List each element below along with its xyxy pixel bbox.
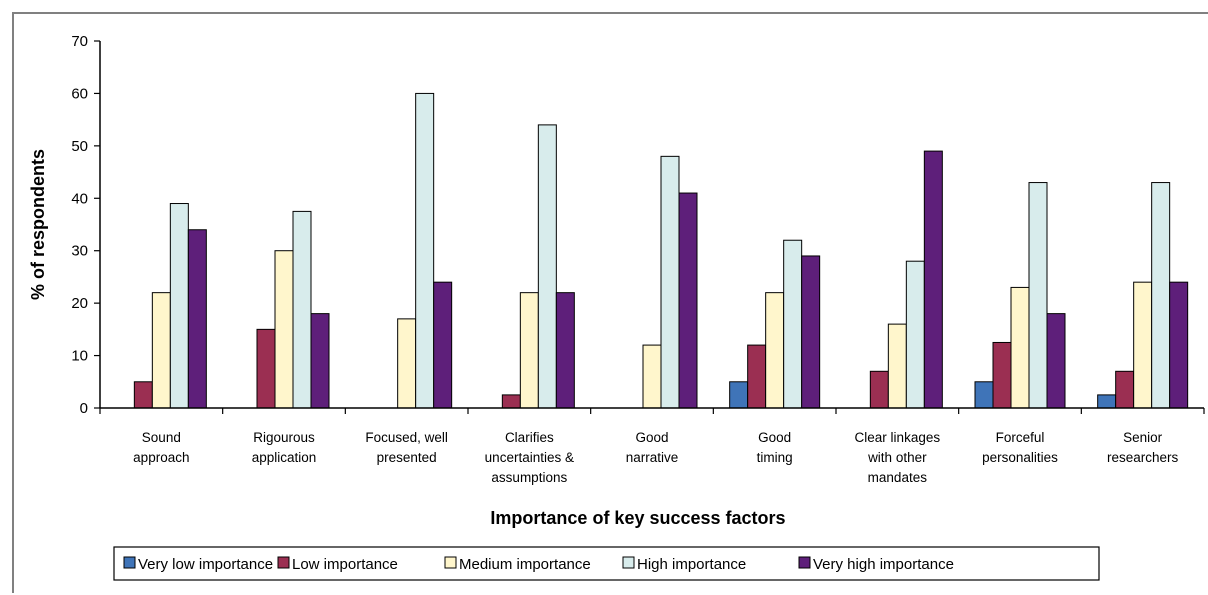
bar-high-importance: [169, 203, 189, 409]
bar-very-high-importance: [923, 150, 943, 409]
x-tick-label: Sound approach: [133, 430, 189, 465]
y-tick-label: 50: [71, 138, 88, 155]
bar-very-high-importance: [433, 281, 453, 409]
legend-swatch: [444, 556, 457, 569]
bar-medium-importance: [1010, 286, 1030, 409]
bar-low-importance: [501, 394, 521, 409]
legend-swatch: [798, 556, 811, 569]
bar-low-importance: [992, 341, 1012, 409]
y-tick-label: 20: [71, 295, 88, 312]
bar-medium-importance: [887, 323, 907, 409]
x-axis-title: Importance of key success factors: [490, 508, 785, 528]
bar-chart: 0 10 20 30 40 50 60 70 Sound approach Rigourous app…: [28, 33, 1205, 581]
y-tick-label: 30: [71, 243, 88, 260]
bar-very-high-importance: [555, 292, 575, 409]
bar-low-importance: [1115, 370, 1135, 409]
legend-label: Very high importance: [813, 556, 954, 573]
bar-very-high-importance: [187, 229, 207, 409]
y-tick-label: 40: [71, 190, 88, 207]
x-tick-label: Good narrative: [626, 430, 679, 465]
bar-high-importance: [1028, 182, 1048, 409]
bar-very-high-importance: [310, 313, 330, 409]
bar-medium-importance: [274, 250, 294, 409]
y-tick-label: 60: [71, 85, 88, 102]
x-tick-label: Senior researchers: [1107, 430, 1179, 465]
bar-medium-importance: [765, 292, 785, 409]
bar-medium-importance: [1133, 281, 1153, 409]
bar-low-importance: [747, 344, 767, 409]
x-tick-label: Rigourous application: [252, 430, 317, 465]
bar-high-importance: [537, 124, 557, 409]
bar-very-high-importance: [678, 192, 698, 409]
legend-label: Very low importance: [138, 556, 273, 573]
bar-very-low-importance: [974, 381, 994, 409]
chart-frame: 0 10 20 30 40 50 60 70 Sound approach Rigourous app…: [12, 12, 1208, 593]
y-tick-label: 70: [71, 33, 88, 50]
legend-swatch: [277, 556, 290, 569]
bar-very-low-importance: [729, 381, 749, 409]
y-tick-label: 10: [71, 348, 88, 365]
bar-very-low-importance: [1097, 394, 1117, 409]
legend-swatch: [123, 556, 136, 569]
bar-high-importance: [415, 92, 435, 409]
bar-low-importance: [133, 381, 153, 409]
x-tick-label: Focused, well presented: [365, 430, 448, 465]
bar-low-importance: [869, 370, 889, 409]
bar-medium-importance: [151, 292, 171, 409]
legend-label: Medium importance: [459, 556, 591, 573]
bar-medium-importance: [397, 318, 417, 409]
bar-very-high-importance: [1046, 313, 1066, 409]
bar-high-importance: [660, 155, 680, 409]
legend-label: High importance: [637, 556, 746, 573]
legend-swatch: [622, 556, 635, 569]
x-tick-label: Forceful personalities: [982, 430, 1058, 465]
bar-low-importance: [256, 328, 276, 409]
bar-high-importance: [1151, 182, 1171, 409]
bar-very-high-importance: [1169, 281, 1189, 409]
x-tick-label: Clarifies uncertainties & assumptions: [485, 430, 574, 485]
bar-high-importance: [905, 260, 925, 409]
legend-label: Low importance: [292, 556, 398, 573]
bar-very-high-importance: [801, 255, 821, 409]
bar-medium-importance: [519, 292, 539, 409]
y-axis-title: % of respondents: [28, 149, 48, 300]
y-tick-label: 0: [80, 400, 88, 417]
x-tick-label: Good timing: [757, 430, 793, 465]
bar-high-importance: [292, 210, 312, 409]
x-tick-label: Clear linkages with other mandates: [855, 430, 941, 485]
bar-high-importance: [783, 239, 803, 409]
bar-medium-importance: [642, 344, 662, 409]
